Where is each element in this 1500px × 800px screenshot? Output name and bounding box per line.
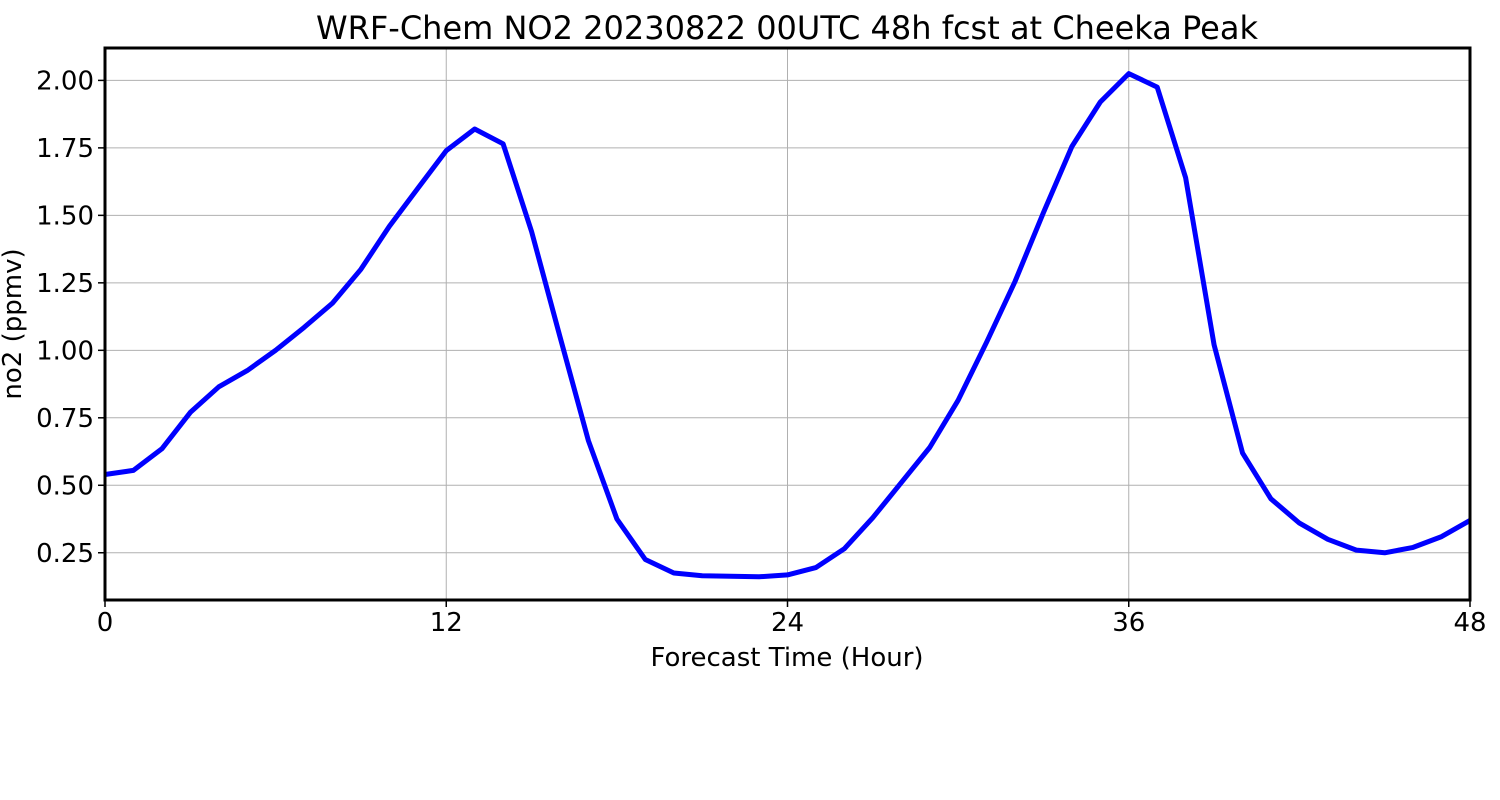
x-axis-label: Forecast Time (Hour) [650,643,923,673]
y-axis-label: no2 (ppmv) [0,248,28,399]
y-tick-label: 0.50 [36,471,94,501]
x-tick-label: 12 [430,608,463,638]
x-tick-label: 0 [97,608,114,638]
y-tick-label: 1.75 [36,134,94,164]
y-tick-label: 0.75 [36,404,94,434]
x-tick-label: 36 [1112,608,1145,638]
y-tick-label: 0.25 [36,539,94,569]
x-tick-label: 48 [1453,608,1486,638]
y-tick-label: 1.50 [36,201,94,231]
grid-lines [104,48,1471,600]
axis-ticks: 0 12 24 36 48 0.25 0.50 0.75 1.00 1.25 1.50 1.75 2.0… [36,66,1486,638]
chart-title: WRF-Chem NO2 20230822 00UTC 48h fcst at … [316,9,1258,47]
series-group [104,71,1472,580]
x-tick-label: 24 [771,608,804,638]
y-tick-label: 1.00 [36,336,94,366]
y-tick-label: 1.25 [36,269,94,299]
y-tick-label: 2.00 [36,66,94,96]
